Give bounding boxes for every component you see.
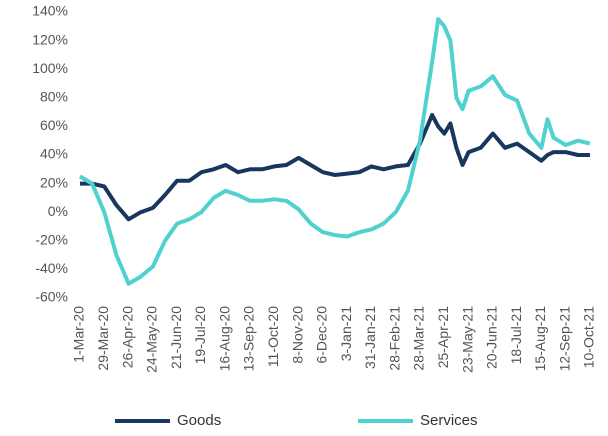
legend-label: Services (420, 412, 478, 429)
x-tick-label: 26-Apr-20 (119, 306, 135, 368)
y-tick-label: -20% (35, 232, 68, 248)
x-tick-label: 29-Mar-20 (95, 306, 111, 371)
y-tick-label: 100% (32, 60, 68, 76)
y-tick-label: 60% (40, 117, 68, 133)
x-tick-label: 19-Jul-20 (192, 306, 208, 365)
x-tick-label: 15-Aug-21 (532, 306, 548, 372)
line-series (80, 113, 590, 222)
x-tick-label: 3-Jan-21 (338, 306, 354, 361)
x-tick-label: 20-Jun-21 (484, 306, 500, 369)
x-tick-label: 11-Oct-20 (265, 306, 281, 367)
legend-label: Goods (177, 412, 221, 429)
x-tick-label: 12-Sep-21 (556, 306, 572, 372)
x-tick-label: 1-Mar-20 (71, 306, 87, 363)
x-tick-label: 31-Jan-21 (362, 306, 378, 369)
x-tick-label: 23-May-21 (459, 306, 475, 373)
x-tick-label: 10-Oct-21 (581, 306, 597, 368)
y-tick-label: 20% (40, 174, 68, 190)
x-tick-label: 16-Aug-20 (216, 306, 232, 372)
y-tick-label: 120% (32, 31, 68, 47)
y-tick-label: 40% (40, 146, 68, 162)
line-series (78, 17, 591, 286)
x-tick-label: 24-May-20 (144, 306, 160, 373)
x-tick-label: 8-Nov-20 (289, 306, 305, 364)
y-tick-label: -40% (35, 260, 68, 276)
x-tick-label: 28-Mar-21 (411, 306, 427, 371)
y-tick-label: 80% (40, 89, 68, 105)
x-tick-label: 18-Jul-21 (508, 306, 524, 365)
x-tick-label: 21-Jun-20 (168, 306, 184, 369)
x-tick-label: 6-Dec-20 (314, 306, 330, 364)
y-tick-label: -60% (35, 289, 68, 305)
x-tick-label: 13-Sep-20 (241, 306, 257, 372)
x-tick-label: 25-Apr-21 (435, 306, 451, 368)
y-tick-label: 140% (32, 3, 68, 19)
x-tick-label: 28-Feb-21 (386, 306, 402, 371)
y-tick-label: 0% (48, 203, 68, 219)
